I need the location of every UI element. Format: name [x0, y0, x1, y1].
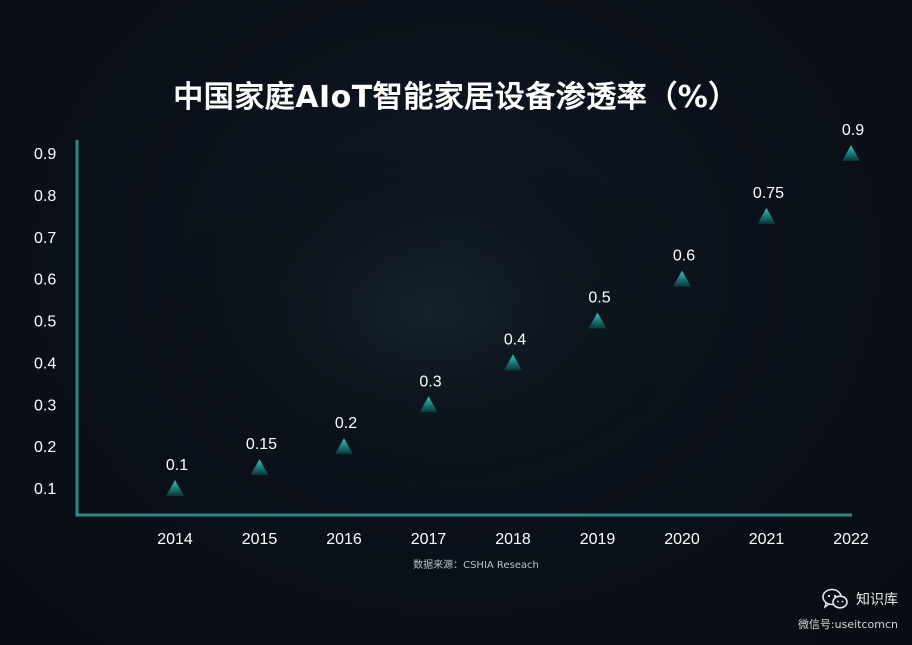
data-point-2022 [842, 145, 860, 161]
y-tick-label: 0.1 [34, 481, 56, 498]
y-tick-label: 0.6 [34, 272, 56, 289]
data-point-2015 [250, 459, 269, 476]
data-markers [166, 145, 860, 496]
data-label-2020: 0.6 [673, 248, 695, 265]
data-point-2019 [588, 312, 607, 329]
data-point-2014 [166, 480, 184, 496]
y-tick-label: 0.2 [34, 439, 56, 456]
data-label-2021: 0.75 [753, 185, 784, 202]
y-tick-label: 0.7 [34, 230, 56, 247]
x-tick-label: 2021 [749, 531, 785, 548]
data-label-2022: 0.9 [842, 122, 864, 139]
x-tick-label: 2019 [580, 531, 616, 548]
data-label-2018: 0.4 [504, 331, 526, 348]
x-tick-label: 2015 [242, 531, 278, 548]
x-tick-label: 2017 [411, 531, 447, 548]
x-tick-label: 2014 [157, 531, 193, 548]
watermark: 知识库 微信号:useitcomcn [758, 588, 898, 632]
watermark-name: 知识库 [856, 592, 898, 608]
data-labels: 0.1 0.15 0.2 0.3 0.4 0.5 0.6 0.75 0.9 [166, 122, 864, 474]
x-tick-label: 2020 [664, 531, 700, 548]
x-tick-label: 2022 [833, 531, 869, 548]
x-tick-label: 2016 [326, 531, 362, 548]
data-source-note: 数据来源：CSHIA Reseach [413, 560, 539, 571]
data-point-2016 [335, 438, 353, 455]
data-point-2018 [504, 354, 522, 371]
y-tick-label: 0.9 [34, 146, 56, 163]
chart-title: 中国家庭AIoT智能家居设备渗透率（%） [173, 80, 739, 115]
y-axis-ticks: 0.1 0.2 0.3 0.4 0.5 0.6 0.7 0.8 0.9 [34, 146, 56, 498]
background-glow [150, 150, 710, 510]
y-tick-label: 0.3 [34, 397, 56, 414]
wechat-icon [822, 588, 848, 609]
y-tick-label: 0.5 [34, 314, 56, 331]
y-tick-label: 0.8 [34, 188, 56, 205]
data-label-2014: 0.1 [166, 457, 188, 474]
data-point-2017 [419, 396, 438, 413]
data-label-2017: 0.3 [419, 373, 441, 390]
y-tick-label: 0.4 [34, 355, 56, 372]
x-tick-label: 2018 [495, 531, 531, 548]
data-label-2019: 0.5 [588, 290, 610, 307]
data-point-2020 [673, 270, 691, 287]
data-label-2016: 0.2 [335, 415, 357, 432]
watermark-account: 微信号:useitcomcn [797, 618, 898, 631]
x-axis-ticks: 2014 2015 2016 2017 2018 2019 2020 2021 2022 [157, 531, 869, 548]
data-point-2021 [757, 207, 776, 224]
data-label-2015: 0.15 [246, 436, 277, 453]
axes [75, 140, 852, 517]
